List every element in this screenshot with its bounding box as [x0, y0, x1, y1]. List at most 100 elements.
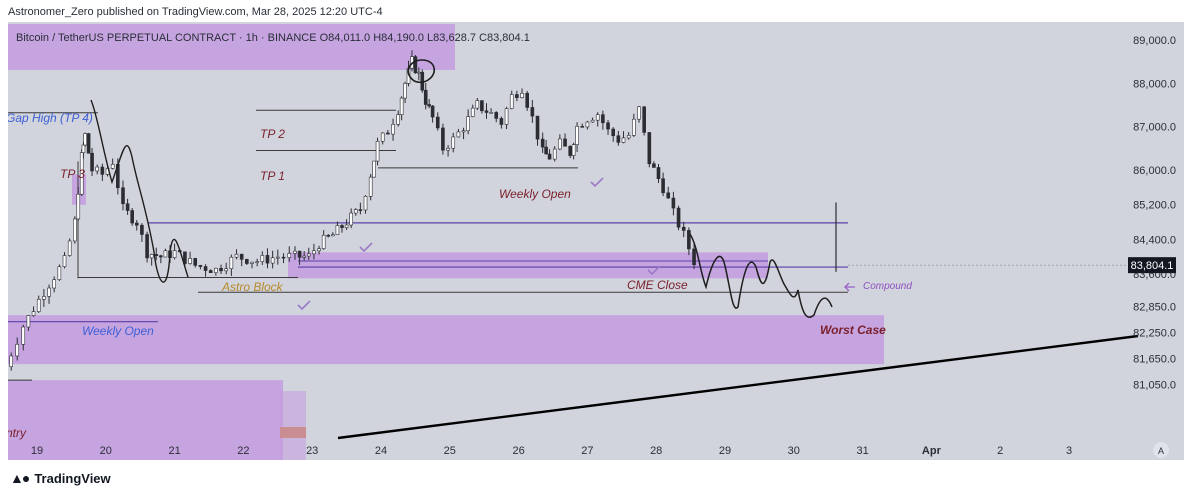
price-badge: [1128, 257, 1176, 274]
candle-body: [580, 125, 585, 128]
x-tick-label: 27: [581, 445, 593, 457]
astro-block-zone: [288, 252, 768, 279]
candle-body: [403, 83, 407, 99]
candle-body: [642, 106, 646, 133]
candle-body: [611, 128, 616, 137]
y-tick-label: 87,000.0: [1133, 122, 1176, 134]
candle-body: [275, 256, 280, 259]
candle-body: [499, 118, 504, 125]
candle-body: [380, 132, 385, 142]
candle-body: [480, 100, 484, 112]
symbol-line-high: H84,190.0: [370, 32, 424, 44]
candle-body: [42, 296, 46, 300]
y-tick-label: 89,000.0: [1133, 35, 1176, 47]
candle-body: [676, 207, 681, 228]
candle-body: [287, 253, 292, 258]
candle-body: [52, 279, 57, 289]
candle-body: [76, 193, 81, 220]
candle-body: [265, 255, 270, 264]
checkmark-icon: [590, 177, 604, 188]
candle-body: [100, 166, 105, 175]
candle-body: [575, 125, 579, 145]
candle-body: [363, 196, 368, 211]
candle-body: [386, 132, 390, 135]
candle-body: [666, 192, 671, 199]
candle-body: [250, 261, 254, 264]
candle-body: [125, 203, 130, 211]
candle-body: [540, 138, 545, 148]
candle-body: [391, 124, 395, 135]
candle-body: [214, 267, 218, 273]
label-compound: Compound: [863, 281, 912, 292]
x-tick-label: 24: [375, 445, 387, 457]
candle-body: [229, 256, 234, 270]
x-tick-label: 2: [997, 445, 1003, 457]
candle-body: [544, 146, 548, 155]
candle-body: [239, 253, 244, 260]
candle-body: [637, 106, 641, 120]
candle-body: [331, 234, 335, 237]
chart-panel[interactable]: Bitcoin / TetherUS PERPETUAL CONTRACT · …: [8, 22, 1184, 460]
candle-body: [601, 114, 605, 124]
candle-body: [621, 137, 626, 143]
symbol-line-low: L83,628.7: [424, 32, 476, 44]
candle-body: [656, 167, 661, 179]
candle-body: [344, 224, 349, 228]
candle-body: [435, 116, 440, 129]
candle-body: [90, 152, 94, 172]
candle-body: [47, 287, 51, 297]
x-tick-label: 31: [856, 445, 868, 457]
candle-body: [525, 92, 530, 108]
candle-body: [652, 163, 656, 168]
candle-body: [15, 343, 20, 357]
label-cme-close: CME Close: [627, 278, 688, 292]
candle-body: [661, 178, 665, 194]
candle-body: [340, 225, 344, 228]
label-worst-case: Worst Case: [820, 323, 886, 337]
candle-body: [36, 299, 41, 312]
label-entry: ntry: [8, 426, 27, 440]
symbol-line-open: O84,011.0: [317, 32, 371, 44]
zones-layer: [8, 24, 884, 460]
checkmark-icon: [647, 265, 661, 276]
candle-body: [312, 250, 316, 255]
candle-body: [430, 105, 435, 118]
candle-body: [461, 130, 466, 133]
x-tick-label: 3: [1066, 445, 1072, 457]
x-tick-label: 26: [512, 445, 524, 457]
brand-name: TradingView: [34, 470, 111, 486]
candle-body: [375, 140, 380, 162]
candle-body: [57, 266, 62, 280]
time-axis: 19 20 21 22 23 24 25 26 27 28 29 30 31 Apr 2 3 A: [31, 442, 1169, 458]
symbol-line: Bitcoin / TetherUS PERPETUAL CONTRACT · …: [16, 32, 530, 44]
candle-body: [399, 97, 404, 115]
candle-body: [81, 144, 86, 153]
auto-scale-button[interactable]: [1153, 442, 1169, 458]
y-tick-label: 81,650.0: [1133, 353, 1176, 365]
checkmark-icon: [297, 300, 311, 311]
candle-body: [535, 115, 540, 140]
checkmark-icon: [359, 242, 373, 253]
candle-body: [130, 210, 134, 224]
candle-body: [297, 250, 302, 258]
trendline: [337, 334, 1139, 440]
y-tick-label: 82,850.0: [1133, 301, 1176, 313]
candle-body: [260, 255, 265, 262]
labels-layer: Bitcoin / TetherUS PERPETUAL CONTRACT · …: [8, 32, 912, 440]
candle-body: [270, 257, 275, 264]
candle-body: [466, 116, 470, 132]
y-tick-label: 85,200.0: [1133, 200, 1176, 212]
symbol-line-close: C83,804.1: [476, 32, 530, 44]
candle-body: [446, 147, 450, 151]
candle-body: [9, 355, 14, 368]
candle-body: [140, 224, 144, 235]
candle-body: [475, 100, 480, 109]
auto-scale-label: A: [1158, 446, 1164, 456]
candle-body: [568, 145, 573, 156]
candles-layer: [9, 50, 837, 371]
lower-demand-zone: [8, 315, 884, 365]
chart-canvas[interactable]: Bitcoin / TetherUS PERPETUAL CONTRACT · …: [8, 22, 1184, 460]
levels-layer: [8, 109, 848, 381]
candle-body: [255, 261, 259, 263]
candle-body: [590, 119, 595, 123]
